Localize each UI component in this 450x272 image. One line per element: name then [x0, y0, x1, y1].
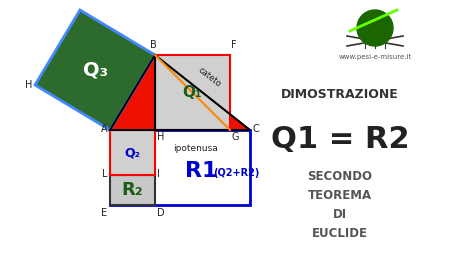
- Text: Q1 = R2: Q1 = R2: [271, 125, 410, 154]
- Text: G: G: [231, 132, 239, 143]
- Text: Q₃: Q₃: [82, 60, 108, 79]
- Text: R1: R1: [185, 161, 217, 181]
- Polygon shape: [35, 10, 155, 130]
- Text: E: E: [101, 208, 108, 218]
- Bar: [110, 130, 155, 175]
- Circle shape: [357, 10, 393, 46]
- Text: L: L: [102, 169, 108, 179]
- Text: SECONDO
TEOREMA
DI
EUCLIDE: SECONDO TEOREMA DI EUCLIDE: [307, 170, 373, 240]
- Polygon shape: [155, 55, 250, 130]
- Text: www.pesi-e-misure.it: www.pesi-e-misure.it: [338, 54, 412, 60]
- Text: DIMOSTRAZIONE: DIMOSTRAZIONE: [281, 88, 399, 101]
- Text: I: I: [157, 169, 159, 179]
- Polygon shape: [110, 55, 155, 130]
- Text: ipotenusa: ipotenusa: [173, 144, 217, 153]
- Text: H: H: [157, 132, 164, 143]
- Text: B: B: [150, 40, 157, 50]
- Text: D: D: [157, 208, 164, 218]
- Text: (Q2+R2): (Q2+R2): [213, 168, 259, 178]
- Text: Q₂: Q₂: [125, 146, 140, 159]
- Text: H: H: [25, 80, 32, 90]
- Text: C: C: [252, 123, 259, 134]
- Bar: [155, 55, 230, 130]
- Text: F: F: [231, 40, 237, 50]
- Text: Q₁: Q₁: [183, 85, 202, 100]
- Bar: [110, 130, 250, 205]
- Text: A: A: [101, 123, 108, 134]
- Text: R₂: R₂: [122, 181, 143, 199]
- Bar: [110, 175, 155, 205]
- Text: cateto: cateto: [197, 65, 223, 88]
